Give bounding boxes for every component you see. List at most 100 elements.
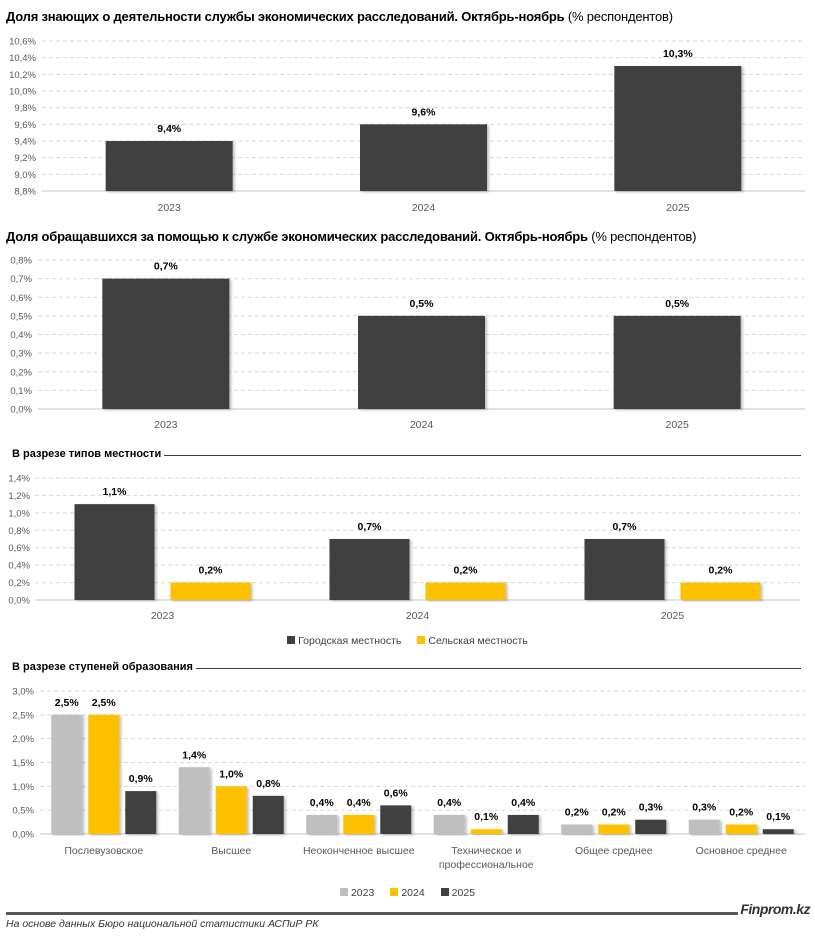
bar-2023-4 [561,824,593,834]
data-label: 0,7% [613,521,638,533]
bar-2023-0 [51,714,83,834]
source-note: На основе данных Бюро национальной стати… [6,918,319,930]
bar-2025-3 [507,814,539,834]
data-label: 0,5% [410,298,435,310]
data-label: 2,5% [92,697,117,709]
data-label: 0,4% [437,797,462,809]
data-label: 0,2% [729,806,754,818]
y-tick-label: 2,0% [12,734,34,745]
y-tick-label: 1,4% [8,474,30,485]
bar-2023 [102,278,230,409]
bar-Городская-местность-0 [74,504,155,600]
bar-2024 [358,315,485,409]
data-label: 1,0% [219,768,244,780]
legend-label: 2025 [451,887,476,899]
y-tick-label: 0,4% [8,561,30,572]
y-tick-label: 3,0% [12,687,34,698]
brand-logo: Finprom.kz [740,901,810,917]
y-tick-label: 0,5% [12,806,34,817]
data-label: 0,5% [665,298,690,310]
bar-2025 [613,315,741,409]
bar-2025-4 [635,819,667,834]
y-tick-label: 10,6% [9,37,36,48]
bar-Городская-местность-2 [584,539,665,600]
bar-2025-1 [252,795,284,834]
data-label: 0,4% [347,797,372,809]
y-tick-label: 10,4% [9,53,36,64]
y-tick-label: 0,8% [8,526,30,537]
y-tick-label: 8,8% [14,187,36,198]
legend-education: 2023 2024 2025 [0,887,815,899]
y-tick-label: 2,5% [12,710,34,721]
data-label: 0,4% [511,797,536,809]
x-category-label: 2024 [406,610,430,622]
data-label: 10,3% [663,48,693,60]
data-label: 0,3% [639,802,664,814]
bar-2023 [105,141,233,191]
y-tick-label: 9,6% [14,120,36,131]
data-label: 0,2% [602,806,627,818]
legend-item: 2025 [440,887,476,899]
x-category-label: профессиональное [439,859,534,871]
bar-2025 [614,66,742,191]
y-tick-label: 0,1% [10,386,32,397]
data-label: 9,4% [157,123,182,135]
x-category-label: Высшее [211,845,251,857]
chart-appeal: 0,0% 0,1% 0,2% 0,3% 0,4% 0,5% 0,6% 0,7% 0,8% 2023… [10,256,805,431]
y-tick-label: 0,4% [10,330,32,341]
chart-title-main: Доля обращавшихся за помощью к службе эк… [6,229,588,244]
legend-swatch-icon [440,888,449,896]
x-category-label: 2023 [151,610,175,622]
legend-swatch-icon [417,636,426,644]
y-tick-label: 0,7% [10,274,32,285]
chart-awareness: 8,8% 9,0% 9,2% 9,4% 9,6% 9,8% 10,0% 10,2% 10,4% 1… [9,37,805,214]
y-tick-label: 1,0% [8,508,30,519]
x-category-label: 2023 [157,202,181,214]
y-tick-label: 10,2% [9,70,36,81]
y-tick-label: 1,5% [12,758,34,769]
x-category-label: 2025 [666,202,690,214]
y-tick-label: 1,2% [8,491,30,502]
y-tick-label: 9,0% [14,170,36,181]
data-label: 0,2% [454,565,479,577]
data-label: 0,2% [199,565,224,577]
x-category-label: Общее среднее [575,845,653,857]
chart-appeal-title: Доля обращавшихся за помощью к службе эк… [6,229,696,244]
chart-title-suffix: (% респондентов) [591,229,697,244]
bar-Сельская-местность-1 [425,582,506,600]
data-label: 0,9% [129,773,154,785]
chart-title-main: Доля знающих о деятельности службы эконо… [6,9,565,24]
data-label: 0,2% [709,565,734,577]
y-tick-label: 0,2% [8,578,30,589]
data-label: 0,7% [358,521,383,533]
data-label: 9,6% [412,106,437,118]
x-category-label: 2024 [412,202,436,214]
legend-locality: Городская местность Сельская местность [0,635,815,647]
data-label: 0,3% [692,802,717,814]
legend-label: 2023 [350,887,375,899]
x-category-label: 2023 [154,419,178,431]
data-label: 0,8% [256,778,281,790]
x-category-label: Неоконченное высшее [303,845,415,857]
x-category-label: Послевузовское [64,845,143,857]
data-label: 1,1% [103,486,128,498]
bar-2024-0 [88,714,120,834]
data-label: 0,1% [474,811,499,823]
legend-label: 2024 [401,887,425,899]
bar-2024 [360,124,487,191]
legend-swatch-icon [287,636,296,644]
y-tick-label: 0,8% [10,256,32,267]
x-category-label: 2024 [410,419,434,431]
bar-2023-1 [178,767,210,834]
legend-label: Городская местность [298,635,402,647]
chart-locality-title: В разрезе типов местности [12,448,165,460]
bar-2024-1 [215,786,247,834]
section-divider [12,455,801,456]
y-tick-label: 1,0% [12,782,34,793]
x-category-label: Техническое и [451,845,521,857]
bar-2024-2 [343,814,375,834]
bar-Городская-местность-1 [329,539,410,600]
bar-Сельская-местность-0 [170,582,251,600]
y-tick-label: 0,2% [10,367,32,378]
data-label: 0,2% [565,806,590,818]
